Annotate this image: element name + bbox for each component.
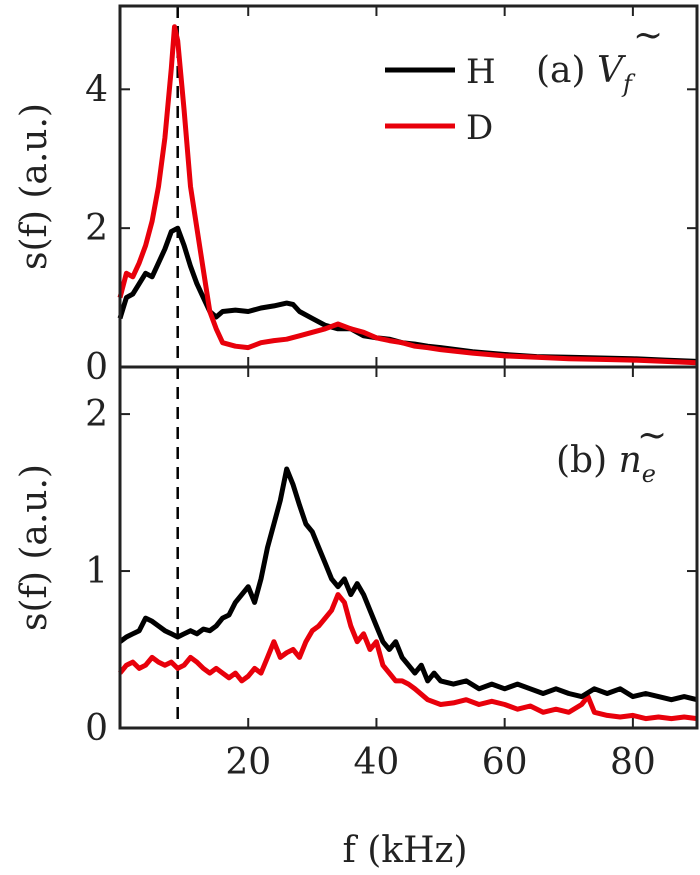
panel-b-lines — [118, 466, 698, 722]
series-line-d — [118, 592, 698, 722]
xtick-label: 80 — [610, 742, 656, 783]
panel-a-symbol: V — [597, 50, 627, 91]
xtick-label: 20 — [225, 742, 271, 783]
panel-a-lines — [117, 24, 698, 366]
ytick-label: 4 — [85, 69, 108, 110]
xtick-label: 60 — [482, 742, 528, 783]
panel-b-subscript: e — [642, 460, 656, 488]
panel-a-accent: ~ — [633, 15, 663, 56]
panel-b-ticks — [120, 367, 697, 729]
panel-b-xtick-labels: 20 40 60 80 — [225, 742, 655, 783]
panel-b-label: (b) ne — [556, 440, 656, 488]
panel-b-ylabel: s(f) (a.u.) — [14, 464, 55, 631]
series-line-d — [117, 24, 698, 366]
panel-b-frame — [118, 365, 699, 730]
panel-b-prefix: (b) — [556, 440, 619, 481]
ytick-label: 0 — [85, 708, 108, 749]
legend-label-h: H — [466, 52, 496, 92]
panel-a-ytick-labels: 0 2 4 — [85, 69, 108, 388]
panel-b-ytick-labels: 0 1 2 — [85, 394, 108, 749]
panel-b-accent: ~ — [637, 415, 667, 456]
ytick-label: 2 — [85, 208, 108, 249]
panel-b: 012 20 40 60 80 s(f) (a.u.) f (kHz) (b) ne … — [14, 365, 699, 871]
xtick-label: 40 — [354, 742, 400, 783]
panel-a-prefix: (a) — [536, 50, 597, 91]
panel-b-symbol: n — [619, 440, 642, 481]
panel-a-label: (a) Vf — [536, 50, 636, 98]
ytick-label: 2 — [85, 394, 108, 435]
panel-a-subscript: f — [621, 70, 636, 98]
ytick-label: 1 — [85, 551, 108, 592]
x-axis-label: f (kHz) — [342, 830, 467, 871]
panel-a-ylabel: s(f) (a.u.) — [14, 103, 55, 270]
legend: H D — [385, 52, 496, 148]
panel-a: 0 2 4 s(f) (a.u.) H D (a) Vf ~ — [14, 4, 699, 388]
legend-label-d: D — [466, 108, 493, 148]
series-line-h — [118, 466, 698, 703]
ytick-label: 0 — [85, 347, 108, 388]
